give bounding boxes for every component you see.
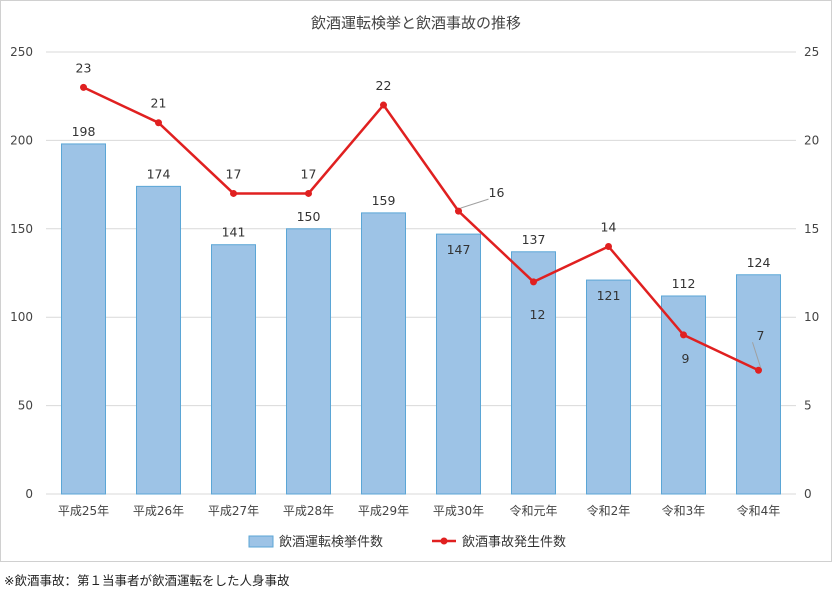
bar bbox=[361, 212, 406, 495]
line-data-label: 23 bbox=[76, 60, 92, 75]
bar bbox=[136, 185, 181, 495]
bar-data-label: 141 bbox=[222, 225, 246, 240]
y-left-tick-label: 50 bbox=[18, 399, 33, 413]
x-tick-label: 平成25年 bbox=[58, 504, 109, 518]
bar bbox=[286, 228, 331, 495]
line-data-label: 14 bbox=[601, 219, 617, 234]
y-right-tick-label: 0 bbox=[804, 487, 812, 501]
x-tick-label: 令和2年 bbox=[587, 503, 631, 518]
x-tick-label: 令和元年 bbox=[509, 503, 557, 518]
y-left-tick-label: 250 bbox=[10, 45, 33, 59]
bar bbox=[586, 279, 631, 495]
leader-line bbox=[460, 198, 489, 209]
line-point bbox=[305, 189, 312, 197]
y-left-tick-label: 100 bbox=[10, 310, 33, 324]
line-data-label: 7 bbox=[757, 328, 765, 343]
line-point bbox=[605, 242, 612, 250]
leader-line bbox=[752, 342, 761, 368]
line-data-label: 17 bbox=[226, 166, 242, 181]
line-series bbox=[82, 86, 760, 372]
bar bbox=[436, 233, 481, 495]
x-tick-label: 平成26年 bbox=[133, 504, 184, 518]
legend-bar-swatch bbox=[248, 535, 274, 548]
bar-data-label: 121 bbox=[597, 288, 621, 303]
line-data-label: 16 bbox=[489, 185, 505, 200]
y-right-tick-label: 10 bbox=[804, 310, 819, 324]
line-data-label: 17 bbox=[301, 166, 317, 181]
bar-data-label: 150 bbox=[297, 209, 321, 224]
line-data-label: 9 bbox=[682, 351, 690, 366]
x-tick-label: 平成29年 bbox=[358, 504, 409, 518]
line-point bbox=[680, 331, 687, 339]
line-point bbox=[155, 119, 162, 127]
x-tick-label: 平成30年 bbox=[433, 504, 484, 518]
chart-title: 飲酒運転検挙と飲酒事故の推移 bbox=[310, 14, 521, 32]
legend-line-label: 飲酒事故発生件数 bbox=[462, 534, 566, 550]
legend-line-marker bbox=[440, 537, 448, 545]
legend-bar-label: 飲酒運転検挙件数 bbox=[279, 534, 383, 550]
line-data-label: 21 bbox=[151, 96, 167, 111]
bar bbox=[736, 274, 781, 495]
line-data-label: 22 bbox=[376, 78, 392, 93]
x-tick-label: 平成28年 bbox=[283, 504, 334, 518]
line-point bbox=[80, 83, 87, 91]
bar-data-label: 198 bbox=[72, 124, 96, 139]
y-left-tick-label: 150 bbox=[10, 222, 33, 236]
bar bbox=[511, 251, 556, 495]
y-left-tick-label: 0 bbox=[25, 487, 33, 501]
bar bbox=[211, 244, 256, 495]
line-point bbox=[380, 101, 387, 109]
y-right-tick-label: 15 bbox=[804, 222, 819, 236]
bar bbox=[61, 143, 106, 495]
footnote: ※飲酒事故：第１当事者が飲酒運転をした人身事故 bbox=[4, 573, 290, 588]
line-point bbox=[455, 207, 462, 215]
bar bbox=[661, 295, 706, 495]
bar-data-label: 147 bbox=[447, 242, 471, 257]
line-data-label: 12 bbox=[530, 307, 546, 322]
y-right-tick-label: 20 bbox=[804, 133, 819, 147]
x-tick-label: 令和4年 bbox=[737, 503, 781, 518]
x-tick-label: 令和3年 bbox=[662, 503, 706, 518]
bar-data-label: 112 bbox=[672, 276, 696, 291]
y-right-tick-label: 5 bbox=[804, 399, 812, 413]
y-left-tick-label: 200 bbox=[10, 133, 33, 147]
bar-data-label: 137 bbox=[522, 232, 546, 247]
bar-data-label: 159 bbox=[372, 193, 396, 208]
line-point bbox=[230, 189, 237, 197]
line-point bbox=[755, 366, 762, 374]
x-tick-label: 平成27年 bbox=[208, 504, 259, 518]
chart-svg: 0 50 100 150 200 250 0 5 10 15 20 25 平成25年 平成26年 平成27年… bbox=[10, 45, 819, 550]
bar-data-label: 124 bbox=[747, 255, 771, 270]
line-point bbox=[530, 278, 537, 286]
bar-data-label: 174 bbox=[147, 166, 171, 181]
y-right-tick-label: 25 bbox=[804, 45, 819, 59]
